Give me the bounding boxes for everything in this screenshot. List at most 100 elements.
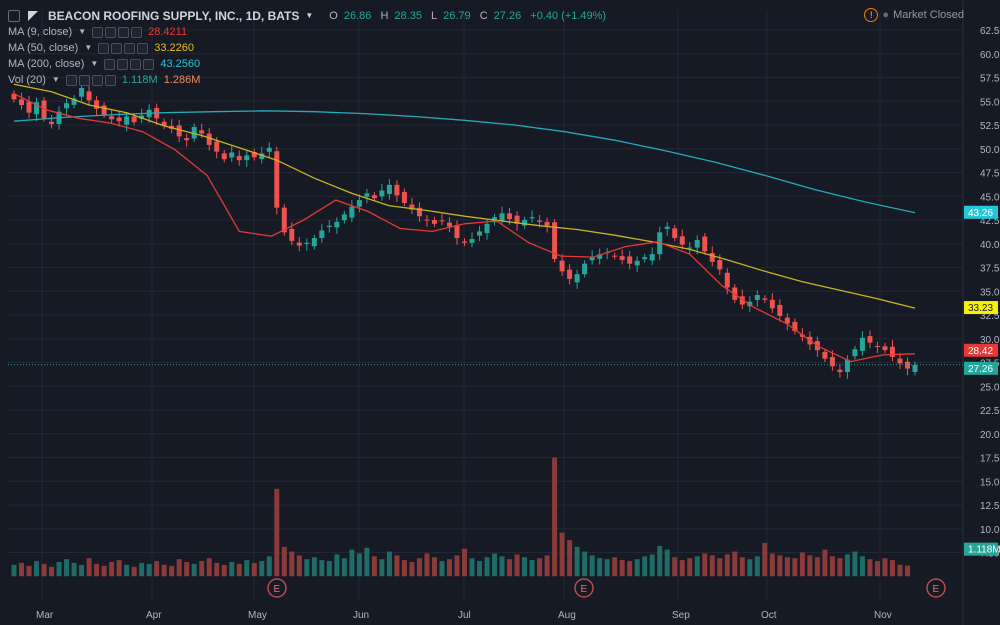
settings-icon[interactable] xyxy=(78,74,90,86)
indicator-ma9[interactable]: MA (9, close) ▼ 28.4211 xyxy=(8,24,612,40)
candle-body xyxy=(191,126,197,139)
indicator-label[interactable]: MA (200, close) xyxy=(8,58,85,70)
candle-body xyxy=(904,361,910,369)
close-icon[interactable] xyxy=(137,42,149,54)
volume-bar xyxy=(206,558,212,577)
close-value: 27.26 xyxy=(493,10,522,22)
close-icon[interactable] xyxy=(104,74,116,86)
volume-bar xyxy=(552,457,558,577)
volume-bar xyxy=(326,561,332,577)
indicator-volume[interactable]: Vol (20) ▼ 1.118M 1.286M xyxy=(8,72,612,88)
close-icon[interactable] xyxy=(143,58,155,70)
candle-body xyxy=(319,230,325,239)
volume-bar xyxy=(777,555,783,577)
candle-body xyxy=(259,153,265,160)
price-tag-label: 1.118M xyxy=(968,545,1000,556)
candle-body xyxy=(612,255,618,257)
volume-bar xyxy=(94,563,100,577)
y-tick-label: 57.50 xyxy=(980,74,1000,85)
eye-icon[interactable] xyxy=(92,26,104,38)
volume-bar xyxy=(627,561,633,577)
indicator-label[interactable]: Vol (20) xyxy=(8,74,46,86)
y-tick-label: 55.00 xyxy=(980,97,1000,108)
ma9-line xyxy=(13,93,916,363)
y-tick-label: 10.00 xyxy=(980,525,1000,536)
volume-bar xyxy=(829,556,835,577)
symbol-title[interactable]: BEACON ROOFING SUPPLY, INC., 1D, BATS xyxy=(48,9,300,23)
settings-icon[interactable] xyxy=(117,58,129,70)
earnings-marker[interactable] xyxy=(926,578,946,598)
indicator-buttons[interactable] xyxy=(98,42,149,54)
volume-bar xyxy=(296,555,302,577)
chevron-down-icon[interactable]: ▼ xyxy=(51,75,60,84)
market-status[interactable]: ! ● Market Closed xyxy=(864,8,964,22)
candle-body xyxy=(499,213,505,221)
volume-bar xyxy=(371,556,377,577)
warning-icon[interactable]: ! xyxy=(864,8,879,22)
candle-body xyxy=(64,103,70,109)
volume-bar xyxy=(161,564,167,577)
volume-bar xyxy=(574,546,580,577)
candle-body xyxy=(139,115,145,119)
candle-body xyxy=(296,242,302,246)
x-tick-label: Nov xyxy=(874,610,892,621)
add-icon[interactable] xyxy=(124,42,136,54)
indicator-label[interactable]: MA (9, close) xyxy=(8,26,73,38)
volume-bar xyxy=(762,543,768,577)
volume-bar xyxy=(281,546,287,577)
candle-body xyxy=(394,184,400,196)
add-icon[interactable] xyxy=(118,26,130,38)
indicator-value: 33.2260 xyxy=(154,42,194,54)
candle-body xyxy=(431,220,437,224)
indicator-value: 43.2560 xyxy=(160,58,201,70)
close-icon[interactable] xyxy=(131,26,143,38)
volume-bar xyxy=(657,545,663,577)
indicator-ma50[interactable]: MA (50, close) ▼ 33.2260 xyxy=(8,40,612,56)
volume-bar xyxy=(401,560,407,577)
chevron-down-icon[interactable]: ▼ xyxy=(90,59,99,68)
chevron-down-icon[interactable]: ▼ xyxy=(84,43,93,52)
candle-body xyxy=(649,254,655,261)
eye-icon[interactable] xyxy=(65,74,77,86)
chevron-down-icon[interactable]: ▼ xyxy=(305,11,314,20)
candle-body xyxy=(559,260,565,272)
volume-bar xyxy=(176,559,182,577)
settings-icon[interactable] xyxy=(105,26,117,38)
candle-body xyxy=(627,256,633,264)
earnings-marker[interactable] xyxy=(267,578,287,598)
eye-icon[interactable] xyxy=(98,42,110,54)
candle-body xyxy=(184,138,190,141)
collapse-icon[interactable] xyxy=(8,10,20,22)
candle-body xyxy=(401,191,407,203)
settings-icon[interactable] xyxy=(111,42,123,54)
price-tag-label: 43.26 xyxy=(968,208,993,219)
volume-bar xyxy=(732,551,738,577)
y-tick-label: 40.00 xyxy=(980,240,1000,251)
eye-icon[interactable] xyxy=(104,58,116,70)
indicator-label[interactable]: MA (50, close) xyxy=(8,42,79,54)
volume-bar xyxy=(146,563,152,577)
indicator-buttons[interactable] xyxy=(104,58,155,70)
volume-bar xyxy=(462,548,467,577)
y-tick-label: 60.00 xyxy=(980,50,1000,61)
chevron-down-icon[interactable]: ▼ xyxy=(78,27,87,36)
candle-body xyxy=(702,236,708,252)
volume-bar xyxy=(469,558,475,577)
ma50-line xyxy=(13,83,916,309)
indicator-ma200[interactable]: MA (200, close) ▼ 43.2560 xyxy=(8,56,612,72)
indicator-buttons[interactable] xyxy=(65,74,116,86)
indicator-buttons[interactable] xyxy=(92,26,143,38)
volume-bar xyxy=(874,561,880,577)
candle-body xyxy=(664,226,670,229)
earnings-marker[interactable] xyxy=(574,578,594,598)
volume-bar xyxy=(169,565,175,577)
volume-bar xyxy=(19,562,25,577)
add-icon[interactable] xyxy=(130,58,142,70)
volume-bar xyxy=(567,540,573,577)
volume-bar xyxy=(79,564,85,577)
add-icon[interactable] xyxy=(91,74,103,86)
candle-body xyxy=(709,253,715,262)
indicator-value: 28.4211 xyxy=(148,26,188,38)
open-label: O xyxy=(329,10,338,22)
